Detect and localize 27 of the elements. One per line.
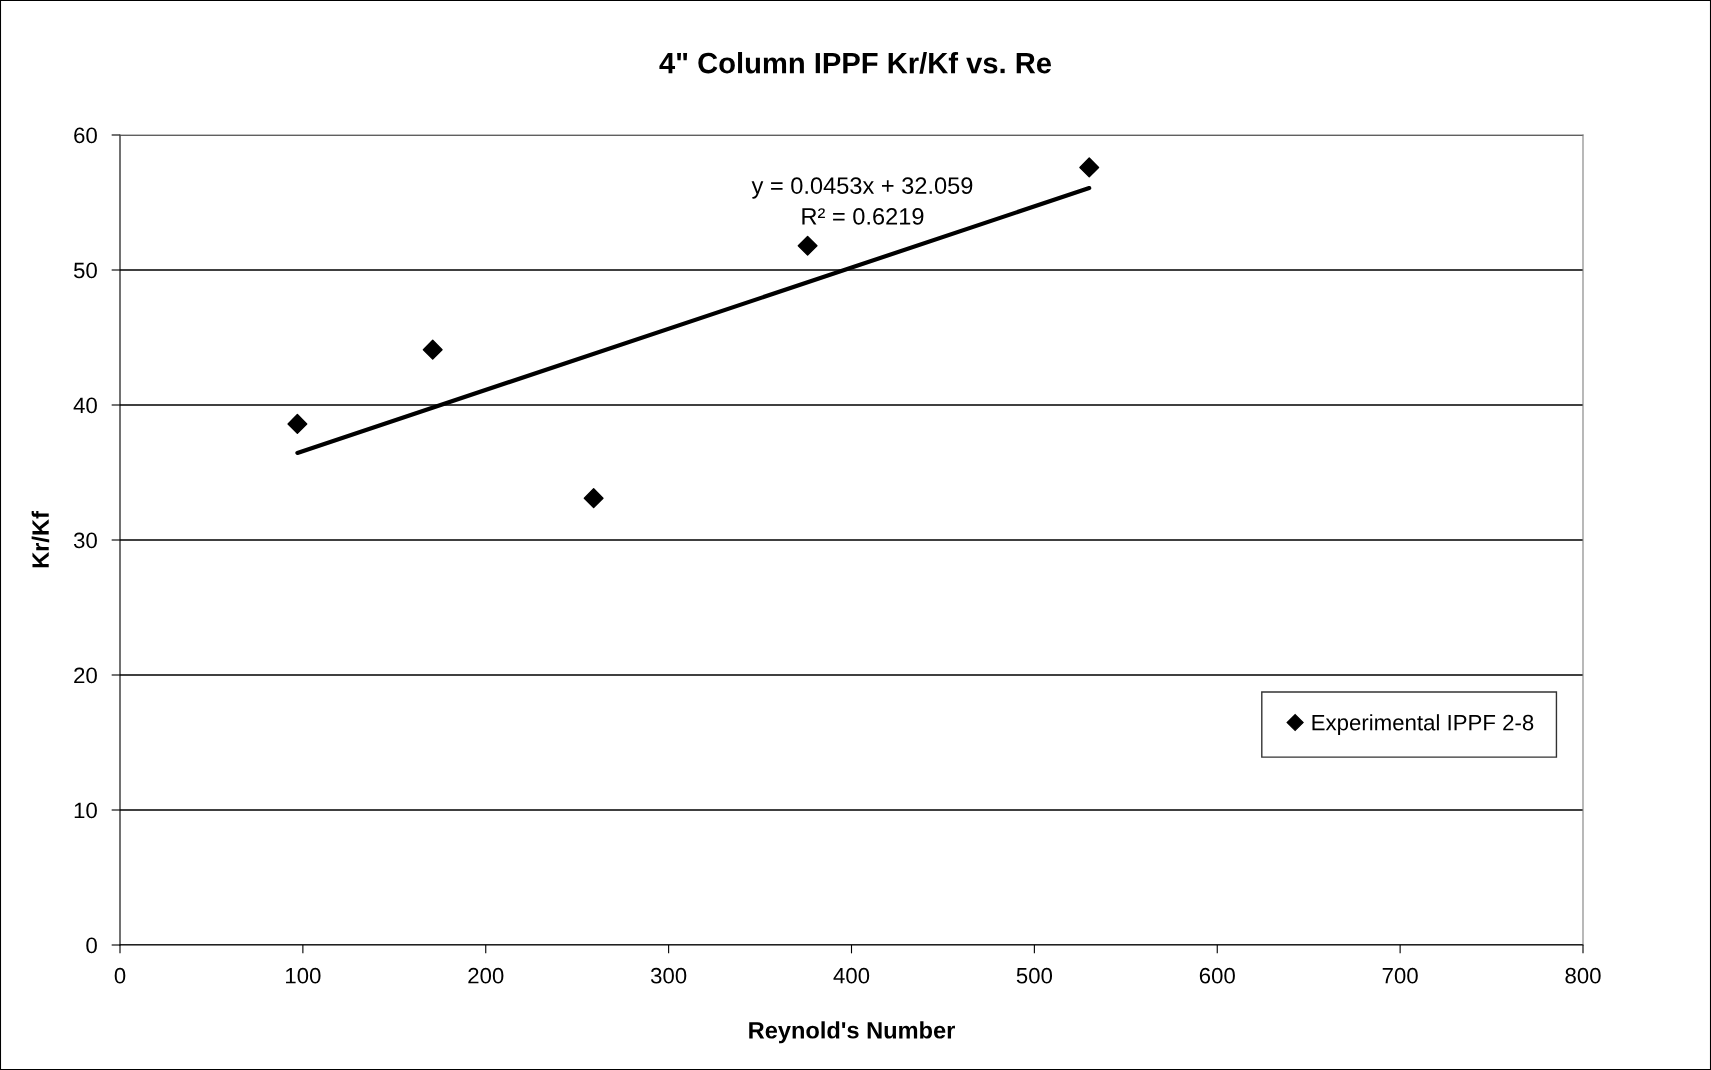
- y-axis-title: Kr/Kf: [31, 511, 50, 568]
- y-tick-label: 60: [74, 127, 97, 144]
- point: [583, 488, 604, 509]
- x-tick-label: 800: [1565, 967, 1601, 984]
- y-tick-label: 0: [86, 937, 97, 954]
- x-tick-label: 600: [1199, 967, 1235, 984]
- x-tick-label: 700: [1382, 967, 1418, 984]
- y-tick-label: 30: [73, 532, 97, 549]
- point: [287, 413, 308, 434]
- annotation: y = 0.0453x + 32.059: [751, 177, 973, 199]
- y-tick-label: 40: [73, 397, 97, 414]
- x-tick-label: 500: [1016, 967, 1053, 984]
- point: [797, 235, 818, 256]
- chart-title: 4" Column IPPF Kr/Kf vs. Re: [659, 52, 1052, 74]
- x-tick-label: 100: [286, 967, 321, 984]
- point: [422, 339, 443, 360]
- x-tick-label: 300: [650, 967, 687, 984]
- legend-label: Experimental IPPF 2-8: [1312, 714, 1534, 735]
- y-tick-label: 20: [74, 667, 97, 684]
- y-tick-label: 50: [73, 262, 97, 279]
- x-axis-title: Reynold's Number: [749, 1021, 955, 1044]
- y-tick-label: 10: [74, 802, 97, 819]
- x-tick-label: 200: [468, 967, 504, 984]
- x-tick-label: 400: [833, 967, 870, 984]
- x-tick-label: 0: [114, 967, 126, 984]
- annotation: R² = 0.6219: [802, 208, 924, 225]
- point: [1079, 157, 1100, 178]
